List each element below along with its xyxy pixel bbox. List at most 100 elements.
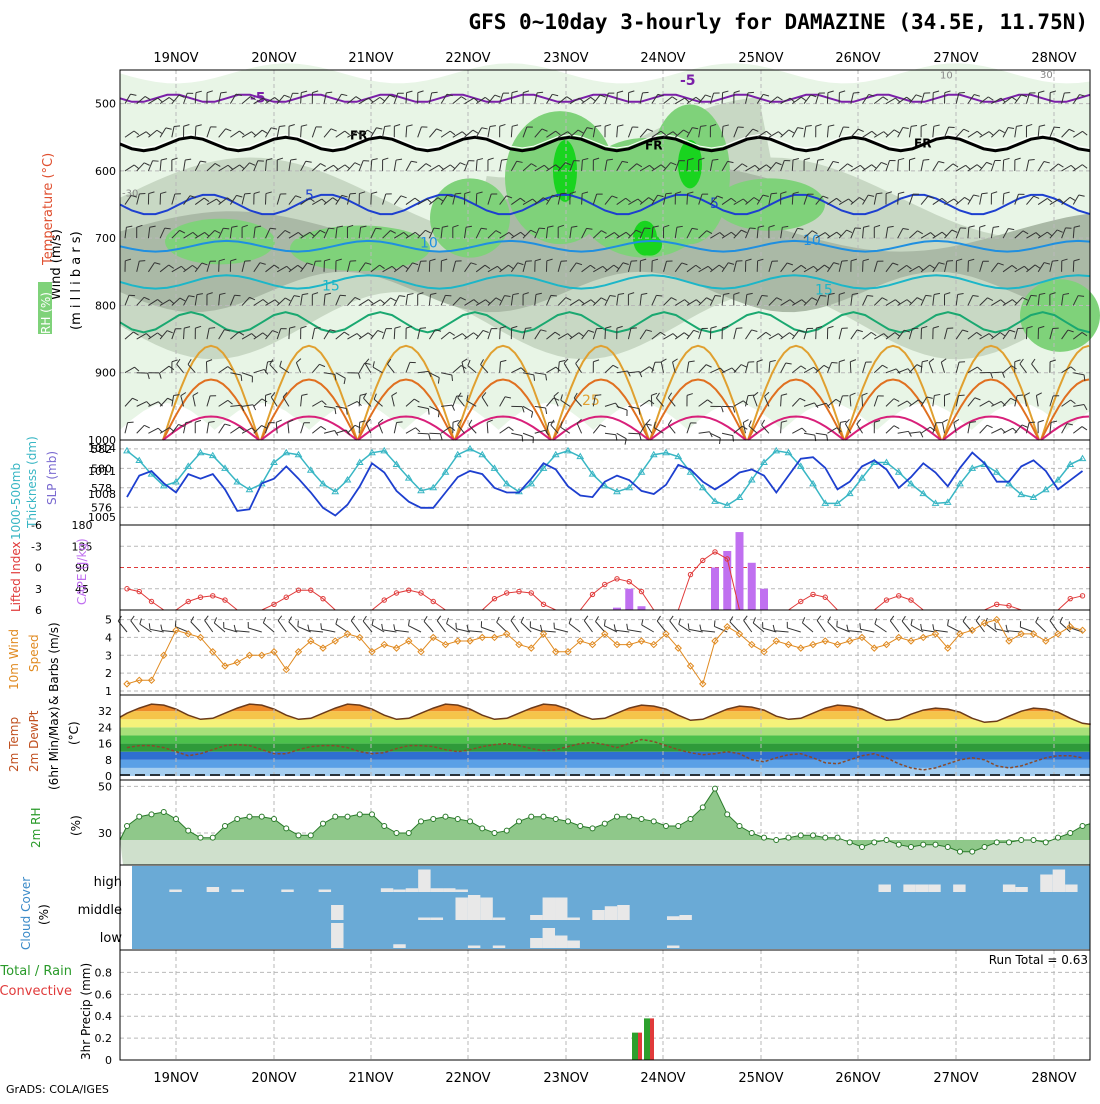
wind10-barb bbox=[700, 625, 715, 632]
cape-bar bbox=[625, 589, 633, 610]
cloud-block bbox=[903, 885, 915, 893]
barb-flag bbox=[561, 193, 567, 194]
cape-bar bbox=[638, 606, 646, 610]
rh-marker bbox=[1068, 831, 1073, 836]
cloud-level-high: high bbox=[94, 875, 122, 890]
cloud-block bbox=[455, 898, 467, 921]
barb-staff bbox=[584, 621, 592, 632]
wind-tick: 2 bbox=[105, 667, 112, 680]
rh-marker bbox=[1056, 835, 1061, 840]
cloud-block bbox=[493, 918, 505, 921]
legend-total-rain: Total / Rain bbox=[0, 964, 72, 979]
cloud-block bbox=[1065, 885, 1077, 893]
barb-staff bbox=[408, 626, 421, 632]
barb-staff bbox=[615, 630, 629, 632]
li-tick: -6 bbox=[31, 519, 42, 532]
barb-flag bbox=[537, 92, 543, 93]
barb-flag bbox=[131, 616, 134, 621]
barb-staff bbox=[802, 623, 813, 632]
rh-marker bbox=[529, 814, 534, 819]
barb-flag bbox=[666, 193, 672, 194]
barb-staff bbox=[862, 395, 863, 406]
wind10-barb bbox=[1020, 621, 1033, 632]
wind10-barb bbox=[744, 616, 752, 632]
rh-marker bbox=[247, 814, 252, 819]
barb-flag bbox=[933, 624, 934, 630]
rh-marker bbox=[970, 849, 975, 854]
rh-marker bbox=[321, 821, 326, 826]
wind10-barb bbox=[467, 625, 482, 632]
barb-flag bbox=[876, 193, 882, 194]
barb-staff bbox=[309, 631, 323, 632]
label-rh30: 30 bbox=[1040, 70, 1053, 81]
temp-tick: 8 bbox=[105, 754, 112, 767]
cloud-block bbox=[567, 918, 579, 921]
slp-tick: 1011 bbox=[88, 465, 116, 478]
cloud-block bbox=[530, 915, 542, 920]
barb-flag bbox=[452, 375, 453, 381]
ylabel-minmax: (6hr Min/Max) bbox=[47, 707, 61, 791]
label-fr: FR bbox=[350, 128, 367, 142]
wind10-barb bbox=[248, 622, 262, 632]
wind10-barb bbox=[595, 616, 604, 632]
label-10c: 10 bbox=[420, 236, 438, 252]
barb-staff bbox=[191, 622, 201, 632]
rh-marker bbox=[872, 840, 877, 845]
cloud-level-middle: middle bbox=[78, 903, 122, 918]
rh-marker bbox=[639, 817, 644, 822]
rh-marker bbox=[210, 835, 215, 840]
rh-marker bbox=[357, 812, 362, 817]
cloud-block bbox=[468, 946, 480, 949]
barb-flag bbox=[948, 620, 949, 626]
rh-marker bbox=[590, 826, 595, 831]
cloud-block bbox=[592, 910, 604, 920]
label-10c-2: 10 bbox=[803, 233, 821, 249]
ylabel-rh: RH (%) bbox=[39, 292, 53, 334]
wind10-barb bbox=[948, 620, 960, 632]
cloud-block bbox=[455, 890, 467, 893]
barb-flag bbox=[363, 616, 366, 621]
barb-staff bbox=[670, 621, 679, 632]
rh-marker bbox=[615, 814, 620, 819]
rh-marker bbox=[958, 849, 963, 854]
barb-flag bbox=[351, 616, 354, 621]
wind10-barb bbox=[584, 616, 592, 632]
barb-flag bbox=[315, 328, 321, 329]
cloud-block bbox=[555, 936, 567, 949]
rh-marker bbox=[811, 833, 816, 838]
barb-flag bbox=[382, 624, 383, 630]
label-fr-2: FR bbox=[645, 138, 662, 152]
rh-marker bbox=[676, 824, 681, 829]
rh-marker bbox=[700, 805, 705, 810]
rh-marker bbox=[492, 831, 497, 836]
barb-flag bbox=[753, 617, 755, 623]
top-date-label: 23NOV bbox=[543, 51, 588, 66]
barb-flag bbox=[326, 92, 332, 93]
ylabel-temperature: Temperature (°C) bbox=[41, 153, 56, 266]
label-minus5-2: -5 bbox=[680, 73, 696, 89]
precip-tick: 0.6 bbox=[95, 988, 113, 1001]
wind10-barb bbox=[394, 624, 409, 632]
cloud-block bbox=[605, 906, 617, 920]
rh-marker bbox=[1031, 838, 1036, 843]
barb-flag bbox=[902, 616, 905, 621]
rh-marker bbox=[1043, 840, 1048, 845]
barb-staff bbox=[322, 629, 336, 632]
wind10-barb bbox=[351, 616, 359, 632]
precip-tick: 0.8 bbox=[95, 966, 113, 979]
barb-flag bbox=[209, 328, 215, 329]
rh-green-area bbox=[430, 178, 510, 257]
wind10-barb bbox=[336, 618, 348, 632]
rh-marker bbox=[1007, 840, 1012, 845]
label-5c: 5 bbox=[305, 188, 314, 204]
barb-flag bbox=[1029, 160, 1035, 161]
footer-credit: GrADS: COLA/IGES bbox=[6, 1083, 109, 1096]
rh-marker bbox=[296, 833, 301, 838]
cloud-block bbox=[418, 918, 430, 921]
barb-staff bbox=[263, 623, 274, 632]
barb-staff bbox=[1007, 631, 1021, 632]
bottom-date-label: 28NOV bbox=[1031, 1071, 1076, 1086]
label-rh10: 10 bbox=[940, 71, 953, 82]
rh-marker bbox=[749, 831, 754, 836]
rh-marker bbox=[798, 833, 803, 838]
